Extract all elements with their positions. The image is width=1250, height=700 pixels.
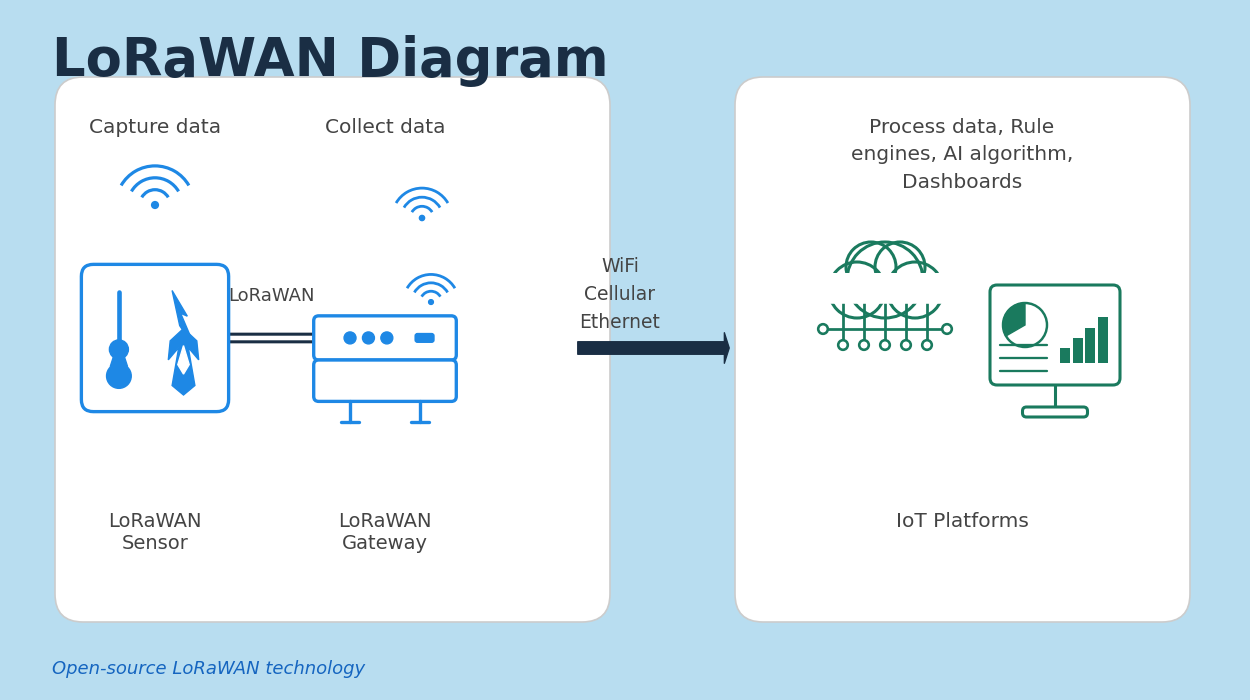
- Circle shape: [362, 332, 375, 344]
- Text: Process data, Rule
engines, AI algorithm,
Dashboards: Process data, Rule engines, AI algorithm…: [851, 118, 1074, 192]
- FancyBboxPatch shape: [1022, 407, 1088, 417]
- Text: LoRaWAN Diagram: LoRaWAN Diagram: [52, 35, 609, 87]
- Text: Capture data: Capture data: [89, 118, 221, 137]
- FancyBboxPatch shape: [55, 77, 610, 622]
- FancyBboxPatch shape: [314, 360, 456, 401]
- Polygon shape: [110, 340, 128, 367]
- Circle shape: [875, 242, 925, 292]
- Text: IoT Platforms: IoT Platforms: [895, 512, 1029, 531]
- Circle shape: [420, 216, 425, 220]
- Circle shape: [839, 340, 848, 350]
- Circle shape: [942, 324, 951, 334]
- Bar: [1060, 348, 1070, 363]
- Bar: [1085, 328, 1095, 363]
- FancyBboxPatch shape: [822, 273, 948, 301]
- Circle shape: [922, 340, 931, 350]
- Bar: [1098, 317, 1108, 363]
- Text: LoRaWAN
Gateway: LoRaWAN Gateway: [339, 512, 431, 553]
- Circle shape: [151, 202, 159, 209]
- Circle shape: [859, 340, 869, 350]
- Circle shape: [819, 324, 828, 334]
- FancyBboxPatch shape: [415, 333, 435, 343]
- Circle shape: [429, 300, 434, 304]
- FancyBboxPatch shape: [81, 265, 229, 412]
- Circle shape: [110, 340, 129, 359]
- Polygon shape: [173, 290, 196, 351]
- FancyBboxPatch shape: [990, 285, 1120, 385]
- Circle shape: [901, 340, 911, 350]
- Bar: [1072, 338, 1082, 363]
- FancyBboxPatch shape: [314, 316, 456, 360]
- Circle shape: [829, 262, 885, 318]
- Circle shape: [381, 332, 392, 344]
- Circle shape: [846, 242, 896, 292]
- Circle shape: [848, 242, 922, 318]
- Polygon shape: [169, 328, 199, 395]
- FancyBboxPatch shape: [735, 77, 1190, 622]
- Circle shape: [344, 332, 356, 344]
- Circle shape: [888, 262, 942, 318]
- Text: WiFi
Cellular
Ethernet: WiFi Cellular Ethernet: [580, 258, 660, 332]
- Polygon shape: [177, 346, 189, 374]
- Text: Collect data: Collect data: [325, 118, 445, 137]
- Text: LoRaWAN: LoRaWAN: [229, 287, 315, 305]
- Wedge shape: [1003, 303, 1025, 336]
- Text: LoRaWAN
Sensor: LoRaWAN Sensor: [109, 512, 201, 553]
- Circle shape: [880, 340, 890, 350]
- Circle shape: [106, 364, 131, 388]
- Text: Open-source LoRaWAN technology: Open-source LoRaWAN technology: [52, 660, 365, 678]
